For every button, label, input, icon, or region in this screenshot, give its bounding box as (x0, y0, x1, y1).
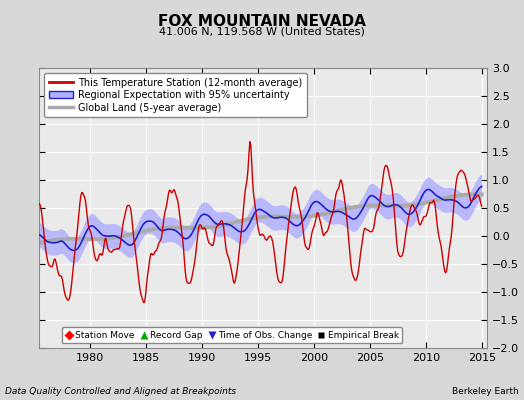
Legend: Station Move, Record Gap, Time of Obs. Change, Empirical Break: Station Move, Record Gap, Time of Obs. C… (62, 327, 402, 344)
Text: FOX MOUNTAIN NEVADA: FOX MOUNTAIN NEVADA (158, 14, 366, 29)
Text: Data Quality Controlled and Aligned at Breakpoints: Data Quality Controlled and Aligned at B… (5, 387, 236, 396)
Text: 41.006 N, 119.568 W (United States): 41.006 N, 119.568 W (United States) (159, 26, 365, 36)
Text: Berkeley Earth: Berkeley Earth (452, 387, 519, 396)
